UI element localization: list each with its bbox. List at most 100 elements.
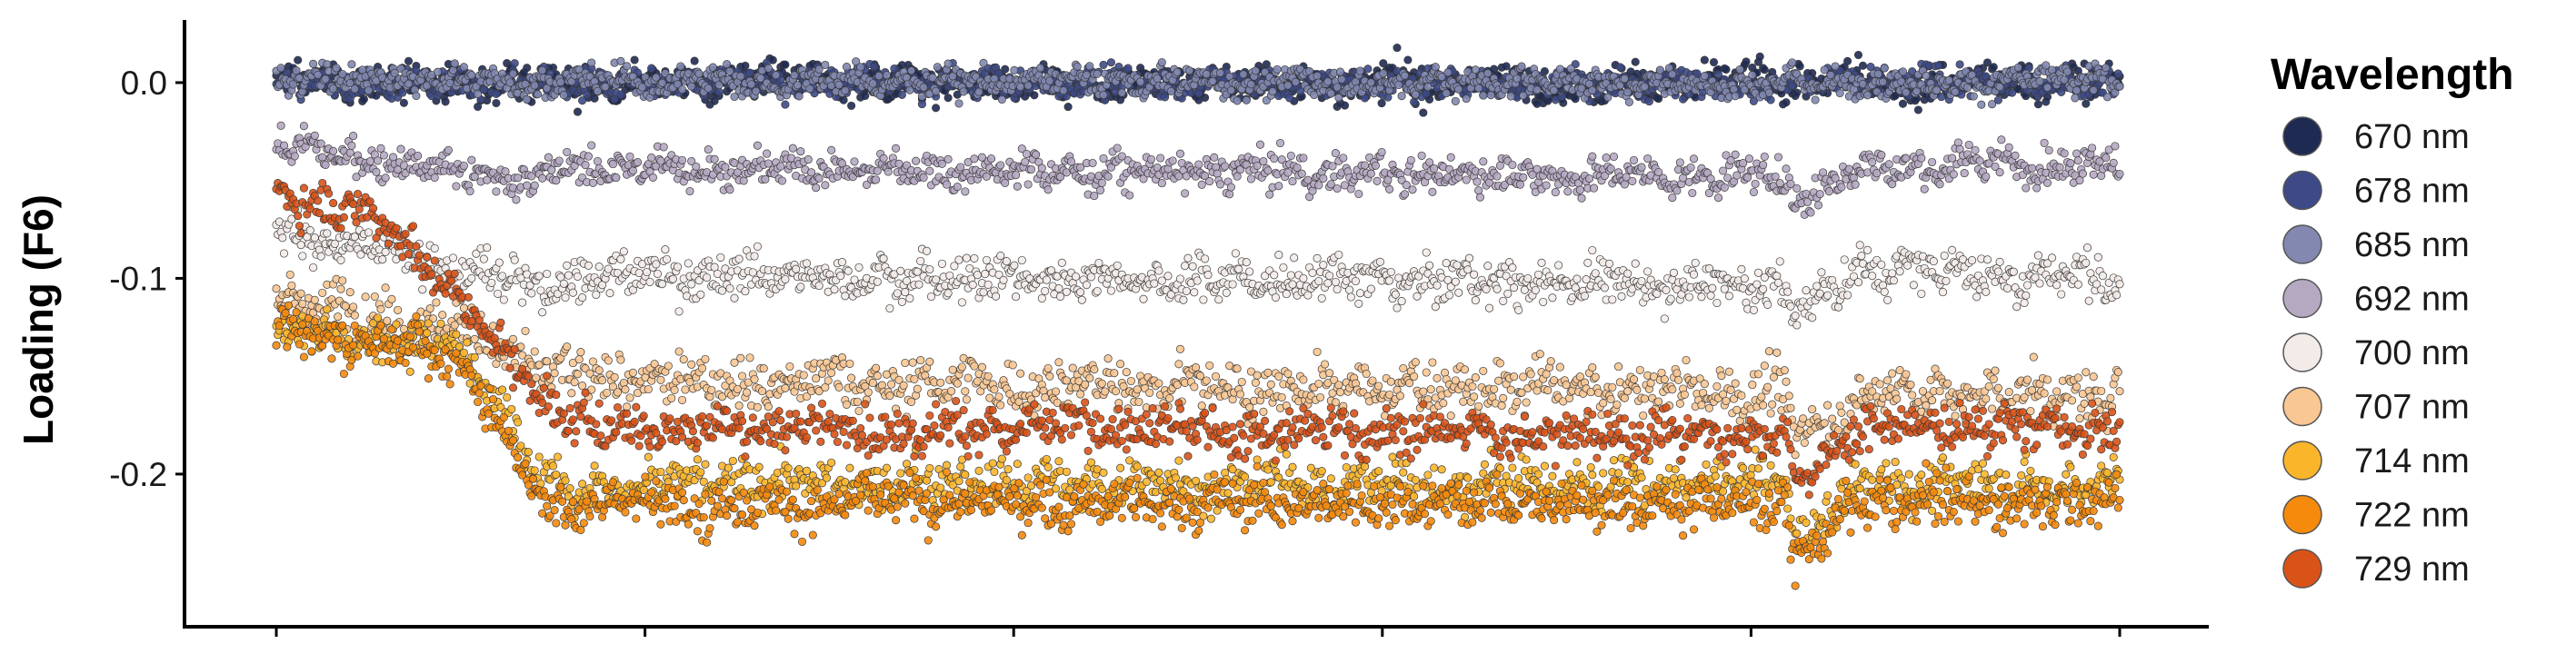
data-point: [1977, 100, 1986, 109]
data-point: [1486, 91, 1495, 100]
data-point: [1308, 186, 1317, 195]
data-point: [1577, 193, 1586, 203]
data-point: [1615, 63, 1624, 72]
data-point: [1096, 185, 1105, 194]
data-point: [821, 181, 830, 190]
data-point: [398, 88, 407, 97]
data-point: [459, 161, 468, 171]
data-point: [349, 132, 358, 141]
data-point: [834, 80, 844, 90]
data-point: [399, 98, 408, 107]
data-point: [1773, 153, 1783, 162]
data-point: [1760, 152, 1769, 161]
data-point: [1273, 64, 1282, 74]
data-point: [861, 91, 870, 101]
data-point: [870, 63, 879, 72]
data-point: [868, 79, 877, 88]
data-point: [1735, 64, 1744, 74]
data-point: [919, 173, 928, 183]
data-point: [1851, 180, 1860, 189]
data-point: [694, 69, 704, 78]
data-point: [1751, 179, 1760, 188]
data-point: [1631, 57, 1640, 66]
data-point: [704, 145, 713, 154]
data-point: [2035, 77, 2044, 86]
data-point: [347, 141, 356, 150]
data-point: [329, 146, 338, 155]
data-point: [510, 255, 519, 264]
data-point: [777, 176, 787, 185]
data-point: [1360, 161, 1370, 170]
data-point: [1606, 164, 1615, 173]
data-point: [1824, 187, 1833, 196]
data-point: [932, 104, 941, 113]
data-point: [556, 77, 565, 87]
data-point: [290, 152, 299, 161]
data-point: [1675, 158, 1684, 167]
data-point: [1975, 156, 1984, 165]
data-point: [1782, 98, 1791, 107]
data-point: [316, 252, 325, 261]
data-point: [1270, 154, 1279, 164]
data-point: [1700, 55, 1709, 64]
data-point: [959, 87, 968, 96]
data-point: [1173, 67, 1182, 76]
data-point: [997, 94, 1006, 104]
data-point: [573, 107, 583, 116]
data-point: [374, 156, 383, 165]
data-point: [1123, 64, 1133, 73]
data-point: [2022, 183, 2031, 193]
data-point: [1354, 189, 1363, 199]
data-point: [1795, 62, 1804, 71]
data-point: [882, 71, 892, 80]
data-point: [752, 86, 761, 95]
data-point: [1153, 74, 1162, 84]
data-point: [2028, 164, 2037, 173]
data-point: [332, 64, 341, 73]
data-point: [2072, 149, 2082, 158]
data-point: [1629, 155, 1639, 164]
data-point: [1744, 154, 1753, 164]
data-point: [1168, 156, 1177, 165]
data-point: [1297, 169, 1306, 178]
data-point: [1026, 164, 1036, 174]
data-point: [321, 160, 330, 170]
data-point: [1001, 64, 1010, 74]
data-point: [1379, 59, 1388, 68]
data-point: [1103, 172, 1113, 181]
data-point: [499, 295, 508, 304]
data-point: [1766, 95, 1775, 104]
data-point: [776, 162, 785, 171]
data-point: [2082, 99, 2091, 108]
data-point: [530, 81, 539, 90]
data-point: [1225, 190, 1234, 199]
data-point: [1920, 184, 1929, 193]
data-point: [1010, 65, 1019, 74]
data-point: [1672, 186, 1682, 195]
data-point: [1366, 169, 1375, 178]
data-point: [465, 186, 474, 196]
data-point: [1982, 172, 1991, 181]
data-point: [1428, 187, 1437, 196]
data-point: [2111, 142, 2120, 151]
data-point: [761, 174, 770, 183]
data-point: [1073, 62, 1082, 71]
data-point: [1175, 149, 1185, 158]
data-point: [1226, 183, 1235, 192]
data-point: [1951, 87, 1960, 96]
data-point: [365, 157, 374, 166]
data-point: [538, 173, 547, 183]
data-point: [1185, 66, 1194, 75]
data-point: [1722, 64, 1731, 74]
data-point: [1013, 182, 1022, 191]
data-point: [1982, 72, 1991, 81]
data-point: [1932, 85, 1942, 94]
data-point: [381, 173, 390, 183]
data-point: [1937, 93, 1946, 102]
data-point: [907, 66, 916, 75]
data-point: [538, 65, 547, 74]
data-point: [527, 289, 536, 298]
data-point: [944, 94, 953, 103]
data-point: [1319, 173, 1328, 183]
data-point: [1873, 69, 1882, 79]
